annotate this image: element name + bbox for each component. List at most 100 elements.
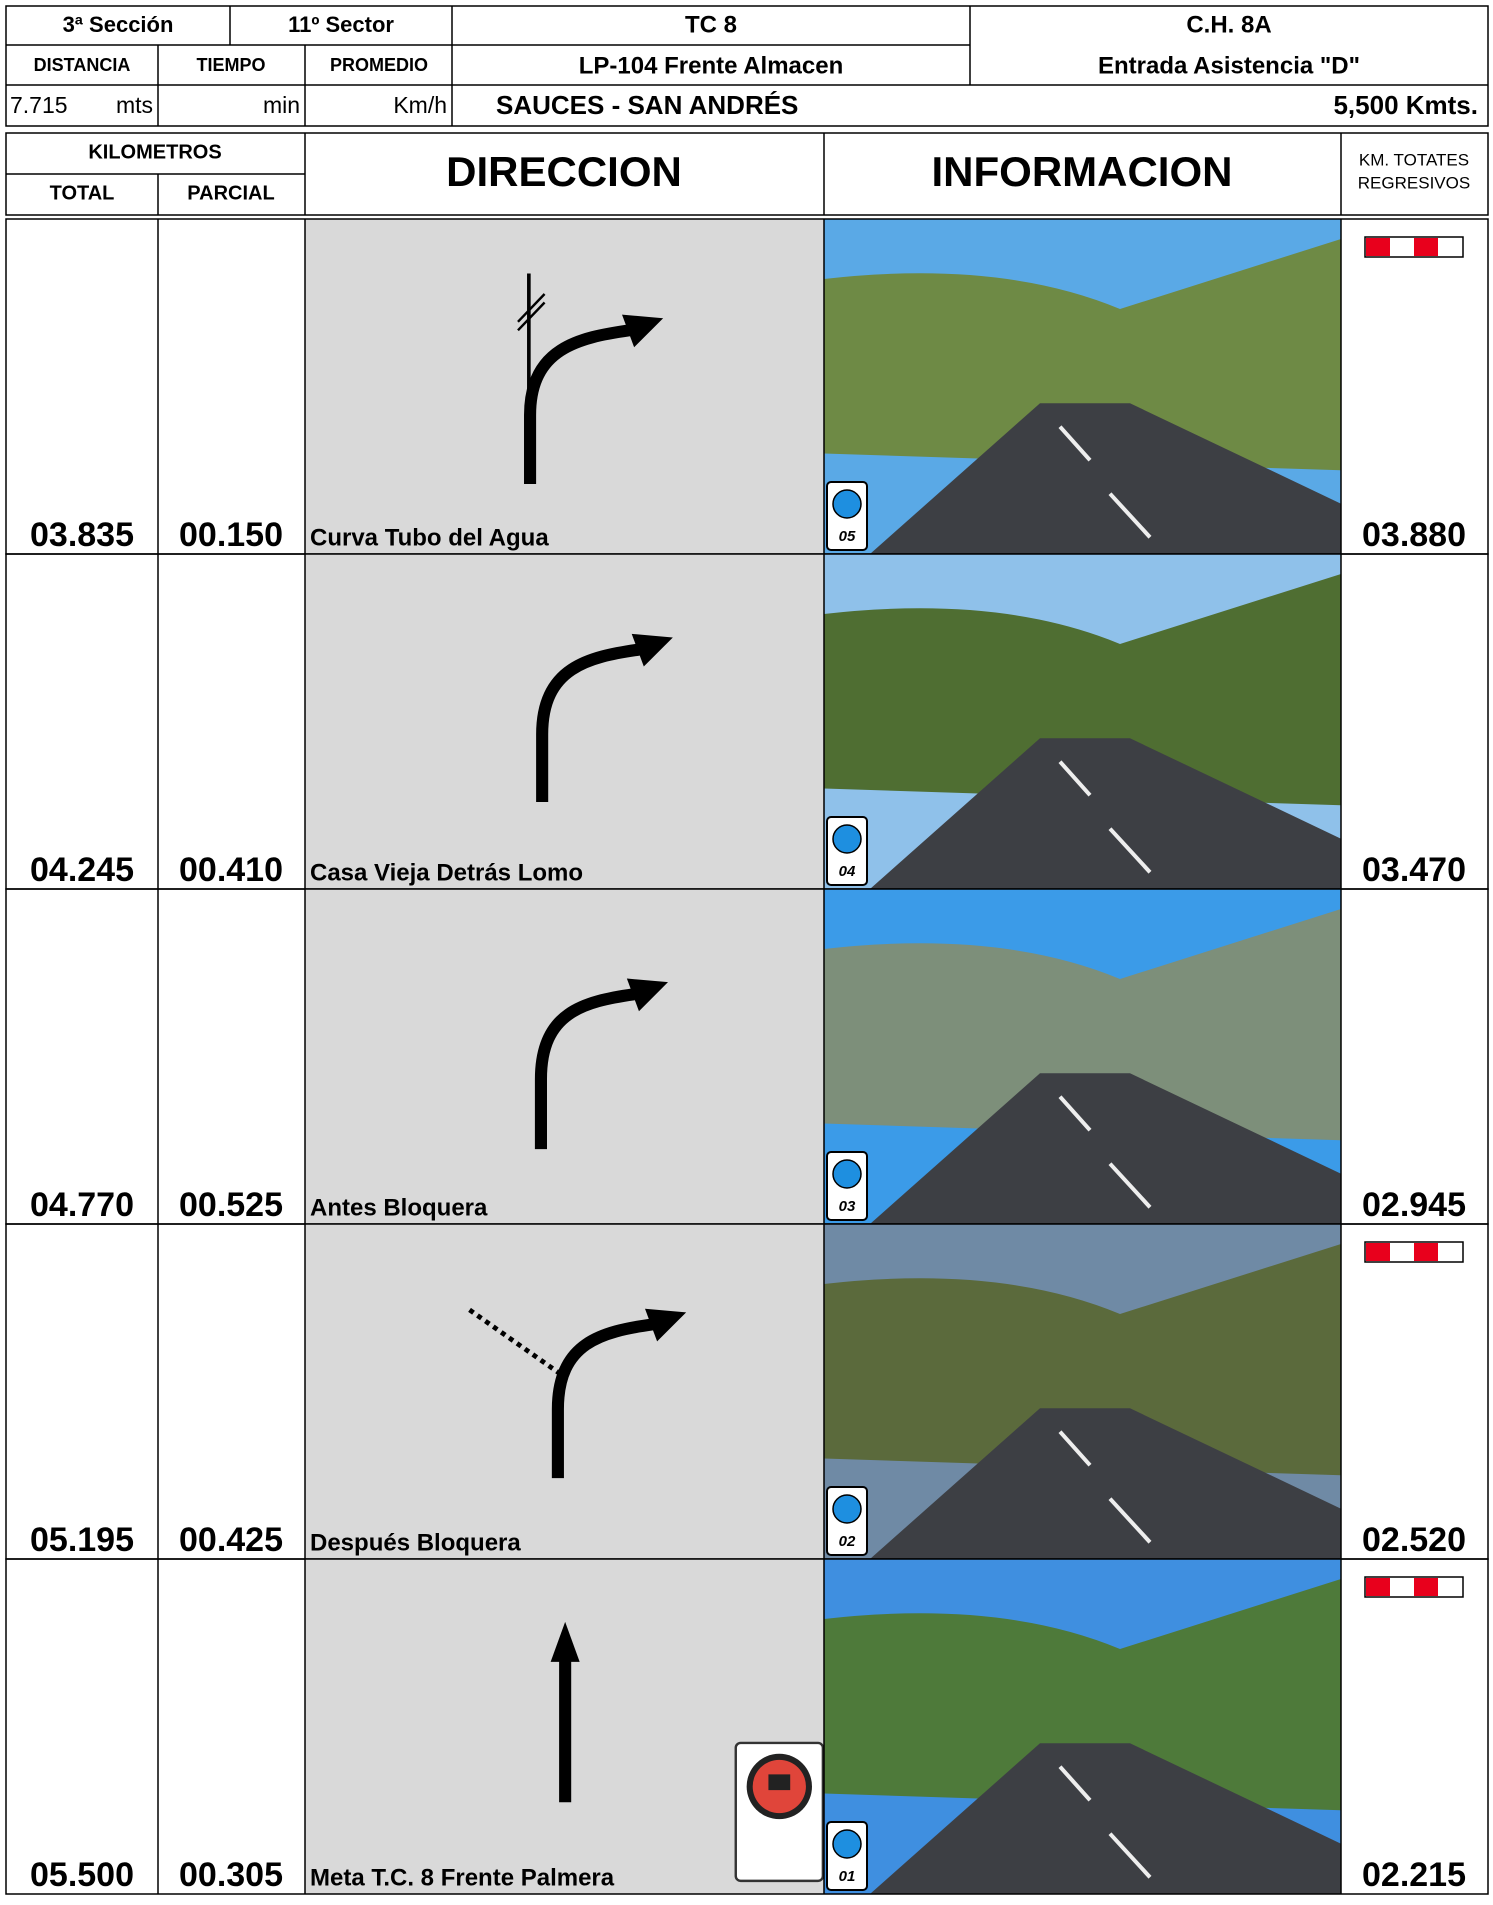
remaining-km: 03.880 [1362, 516, 1466, 554]
control: C.H. 8A [1186, 11, 1271, 38]
caption: Meta T.C. 8 Frente Palmera [310, 1864, 615, 1891]
col-direccion: DIRECCION [446, 148, 682, 195]
remaining-km: 02.945 [1362, 1186, 1466, 1224]
route-row: 01 05.500 00.305 Meta T.C. 8 Frente Palmera… [5, 1558, 1489, 1895]
direction-cell [305, 219, 824, 554]
col-regresivos: REGRESIVOS [1358, 173, 1470, 192]
route-row: 04 04.245 00.410 Casa Vieja Detrás Lomo 03.4… [5, 553, 1489, 890]
badge-icon [832, 1829, 862, 1859]
photo-number: 04 [839, 863, 856, 880]
photo-vegetation [824, 909, 1341, 1141]
length: 5,500 Kmts. [1333, 90, 1478, 120]
total-km: 04.770 [30, 1186, 134, 1224]
marker-red [1366, 1578, 1390, 1596]
direction-diagram [468, 1307, 687, 1479]
marker-red [1366, 1243, 1390, 1261]
photo-line [1058, 760, 1152, 874]
route-row: 02 05.195 00.425 Después Bloquera 02.520 [5, 1223, 1489, 1560]
route-row: 05 03.835 00.150 Curva Tubo del Agua 03.880 [5, 218, 1489, 555]
marker-red [1414, 238, 1438, 256]
photo: 05 [824, 219, 1341, 554]
caption: Después Bloquera [310, 1529, 521, 1556]
arrow-head [550, 1621, 580, 1662]
distance: 7.715 [10, 92, 68, 118]
finish-flag [768, 1774, 791, 1791]
stage: TC 8 [685, 11, 737, 38]
header-grid [5, 5, 1489, 216]
total-km: 04.245 [30, 851, 134, 889]
badge-icon [832, 489, 862, 519]
arrow-head [645, 1308, 687, 1342]
photo-line [1058, 1765, 1152, 1879]
time-label: TIEMPO [196, 55, 265, 75]
marker-red [1414, 1243, 1438, 1261]
photo-line [1058, 1095, 1152, 1209]
photo-number: 05 [839, 528, 856, 545]
photo-vegetation [824, 239, 1341, 471]
time-unit: min [263, 92, 300, 118]
arrow-stem [551, 1318, 654, 1479]
photo: 03 [824, 889, 1341, 1224]
photo-vegetation [824, 574, 1341, 806]
average-label: PROMEDIO [330, 55, 428, 75]
col-total: TOTAL [50, 182, 115, 204]
direction-diagram [550, 1621, 825, 1883]
partial-km: 00.410 [179, 851, 283, 889]
direction-cell [305, 554, 824, 889]
photo-vegetation [824, 1244, 1341, 1476]
remaining-km: 02.215 [1362, 1856, 1466, 1894]
partial-km: 00.425 [179, 1521, 283, 1559]
photo: 02 [824, 1224, 1341, 1559]
tick [517, 293, 546, 323]
photo-vegetation [824, 1579, 1341, 1811]
badge-icon [832, 824, 862, 854]
arrow-stem [524, 324, 631, 484]
direction-diagram [536, 633, 673, 803]
photo-line [1058, 1430, 1152, 1544]
photo-road [870, 1743, 1341, 1894]
section: 3ª Sección [63, 12, 174, 37]
marker-red [1366, 238, 1390, 256]
direction-diagram [534, 978, 668, 1150]
direction-diagram [517, 273, 664, 484]
route-row: 03 04.770 00.525 Antes Bloquera 02.945 [5, 888, 1489, 1225]
photo-road [870, 403, 1341, 554]
arrow-head [626, 978, 668, 1012]
col-parcial: PARCIAL [187, 182, 274, 204]
marker-red [1414, 1578, 1438, 1596]
distance-label: DISTANCIA [34, 55, 131, 75]
caption: Curva Tubo del Agua [310, 524, 549, 551]
photo: 01 [824, 1559, 1341, 1894]
arrow-head [622, 314, 664, 348]
photo: 04 [824, 554, 1341, 889]
badge-icon [832, 1159, 862, 1189]
arrow-stem [534, 988, 635, 1150]
col-regresivos: KM. TOTATES [1359, 150, 1469, 169]
total-km: 05.195 [30, 1521, 134, 1559]
photo-road [870, 1073, 1341, 1224]
partial-km: 00.305 [179, 1856, 283, 1894]
partial-km: 00.525 [179, 1186, 283, 1224]
photo-line [1058, 425, 1152, 539]
sector: 11º Sector [288, 12, 394, 37]
tick [517, 301, 546, 332]
col-kilometros: KILOMETROS [88, 141, 221, 163]
distance-unit: mts [116, 92, 153, 118]
photo-number: 01 [839, 1868, 856, 1885]
partial-km: 00.150 [179, 516, 283, 554]
total-km: 05.500 [30, 1856, 134, 1894]
badge-icon [832, 1494, 862, 1524]
total-km: 03.835 [30, 516, 134, 554]
caption: Antes Bloquera [310, 1194, 488, 1221]
remaining-km: 03.470 [1362, 851, 1466, 889]
speed-unit: Km/h [393, 92, 447, 118]
col-informacion: INFORMACION [932, 148, 1233, 195]
caption: Casa Vieja Detrás Lomo [310, 859, 583, 886]
photo-road [870, 738, 1341, 889]
arrow-stem [536, 643, 640, 803]
photo-road [870, 1408, 1341, 1559]
control-desc: Entrada Asistencia "D" [1098, 52, 1360, 79]
start: LP-104 Frente Almacen [579, 52, 844, 79]
